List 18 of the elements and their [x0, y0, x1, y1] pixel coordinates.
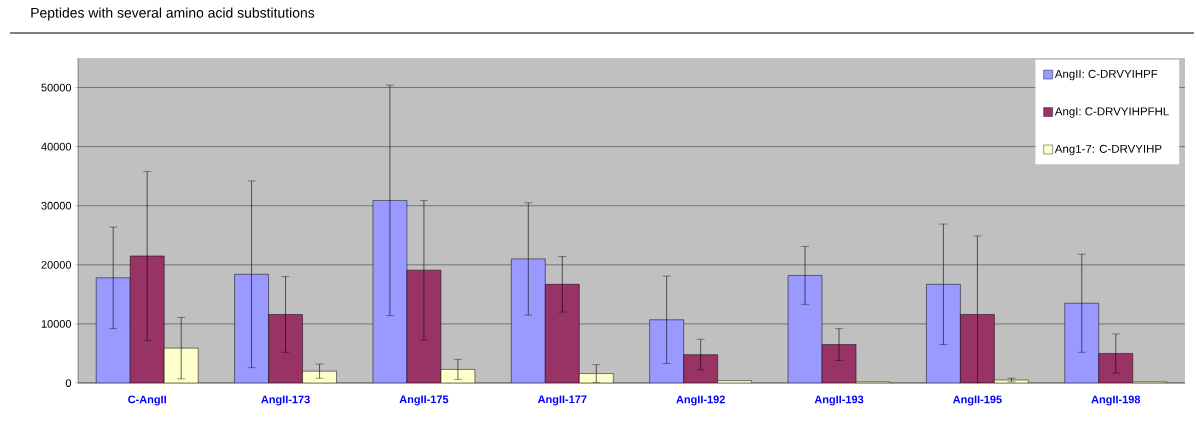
x-tick-label: AngII-193 [814, 395, 864, 406]
y-tick-label: 30000 [41, 201, 72, 210]
y-tick-label: 0 [65, 379, 72, 387]
legend-label: AngI: C-DRVYIHPFHL [1054, 107, 1169, 118]
legend-label: AngII: C-DRVYIHPF [1054, 69, 1158, 81]
y-tick-label: 20000 [41, 260, 72, 269]
y-tick-label: 10000 [41, 320, 72, 328]
x-tick-label: AngII-195 [953, 395, 1002, 406]
chart-title: Peptides with several amino acid substitutions [31, 7, 315, 21]
x-tick-label: C-AngII [128, 395, 166, 406]
x-tick-label: AngII-198 [1091, 395, 1141, 406]
legend-label: Ang1-7: C-DRVYIHP [1054, 144, 1162, 156]
y-tick-label: 40000 [41, 142, 72, 151]
x-tick-label: AngII-173 [261, 395, 310, 406]
x-tick-label: AngII-177 [537, 395, 587, 406]
x-tick-label: AngII-192 [676, 395, 725, 406]
x-tick-label: AngII-175 [399, 395, 449, 406]
y-tick-label: 50000 [41, 83, 72, 92]
